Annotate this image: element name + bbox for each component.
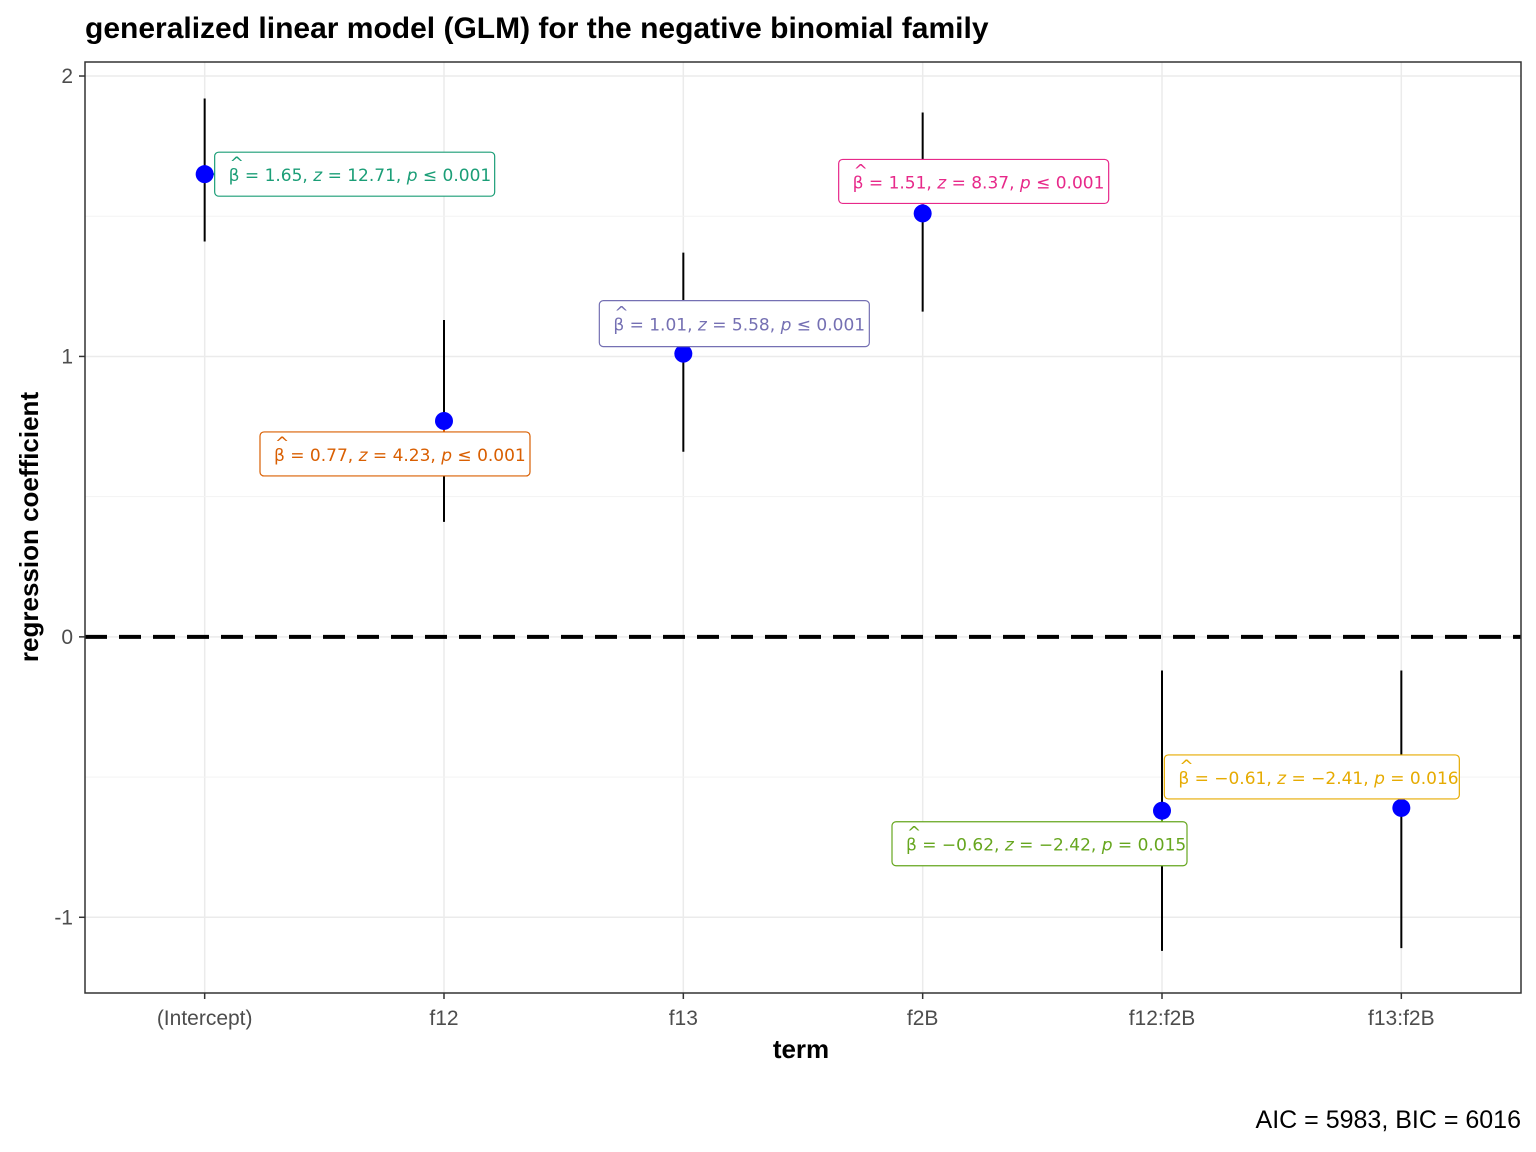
x-tick-label: f13 <box>669 1007 698 1030</box>
coefficient-label: β = −0.61, z = −2.41, p = 0.016^ <box>1163 754 1460 800</box>
y-tick-label: 0 <box>61 626 73 649</box>
label-box <box>259 431 531 477</box>
x-tick-label: f12 <box>429 1007 458 1030</box>
beta-hat-mark: ^ <box>854 161 868 181</box>
label-text: β = 1.51, z = 8.37, p ≤ 0.001 <box>853 173 1105 193</box>
point-estimate <box>195 165 214 184</box>
label-box <box>891 821 1188 867</box>
coefficient-label: β = 0.77, z = 4.23, p ≤ 0.001^ <box>259 431 531 477</box>
coefficient-label: β = 1.65, z = 12.71, p ≤ 0.001^ <box>214 151 496 197</box>
x-tick-label: f2B <box>907 1007 939 1030</box>
x-tick-label: f13:f2B <box>1368 1007 1435 1030</box>
x-axis-title: term <box>773 1034 829 1064</box>
coefficient-label: β = 1.01, z = 5.58, p ≤ 0.001^ <box>598 300 870 348</box>
y-tick-label: 2 <box>61 65 73 88</box>
point-estimate <box>1153 801 1171 820</box>
beta-hat-mark: ^ <box>614 304 628 324</box>
beta-hat-mark: ^ <box>907 824 921 844</box>
label-text: β = −0.62, z = −2.42, p = 0.015 <box>906 836 1186 856</box>
label-text: β = 0.77, z = 4.23, p ≤ 0.001 <box>274 446 526 466</box>
plot-panel <box>85 62 1521 993</box>
point-estimate <box>1392 798 1411 817</box>
y-tick-label: -1 <box>54 906 73 929</box>
label-text: β = −0.61, z = −2.41, p = 0.016 <box>1178 769 1458 789</box>
chart-title: generalized linear model (GLM) for the n… <box>85 12 989 45</box>
point-estimate <box>913 204 932 223</box>
x-tick-label: (Intercept) <box>157 1007 253 1030</box>
beta-hat-mark: ^ <box>230 154 244 174</box>
coefficient-label: β = −0.62, z = −2.42, p = 0.015^ <box>891 821 1188 867</box>
y-tick-label: 1 <box>61 345 73 368</box>
point-estimate <box>435 411 453 430</box>
beta-hat-mark: ^ <box>1179 757 1193 777</box>
points <box>195 165 1411 820</box>
label-box <box>1163 754 1460 800</box>
caption: AIC = 5983, BIC = 6016 <box>1256 1106 1521 1134</box>
x-tick-label: f12:f2B <box>1129 1007 1196 1030</box>
point-estimate <box>674 344 693 363</box>
y-axis-ticks: -1 0 1 2 <box>54 65 85 929</box>
label-box <box>598 300 870 348</box>
label-text: β = 1.01, z = 5.58, p ≤ 0.001 <box>613 316 865 336</box>
y-axis-title: regression coefficient <box>14 392 44 663</box>
label-text: β = 1.65, z = 12.71, p ≤ 0.001 <box>229 166 492 186</box>
coefficient-label: β = 1.51, z = 8.37, p ≤ 0.001^ <box>838 158 1110 205</box>
beta-hat-mark: ^ <box>275 434 289 454</box>
plot-border <box>84 61 1522 994</box>
label-box <box>214 151 496 197</box>
point-labels: β = 1.65, z = 12.71, p ≤ 0.001^β = 0.77,… <box>214 151 1460 867</box>
label-box <box>838 158 1110 205</box>
x-axis-ticks: (Intercept) f12 f13 f2B f12:f2B f13:f2B <box>157 993 1435 1030</box>
